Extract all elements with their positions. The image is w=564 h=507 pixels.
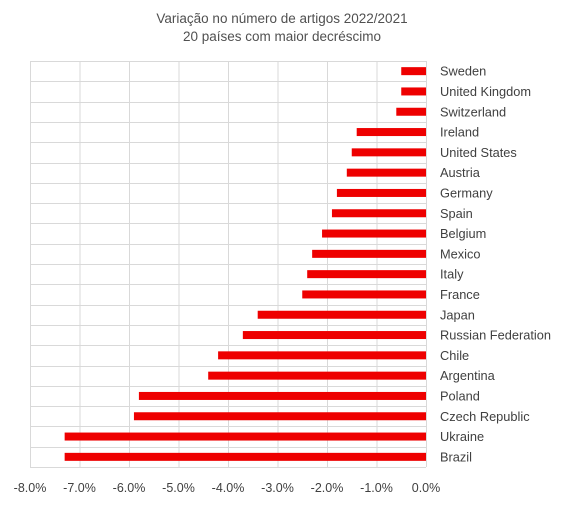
bar-france [302,290,426,299]
bar-argentina [208,371,426,380]
bar-germany [336,188,426,197]
bar-austria [346,168,426,177]
bar-italy [307,270,426,279]
category-label: Ukraine [440,429,484,444]
category-label: Chile [440,348,469,363]
category-label: United Kingdom [440,84,531,99]
bar-brazil [64,452,427,461]
x-tick-label: -5.0% [162,481,195,495]
bar-mexico [312,249,426,258]
category-label: Czech Republic [440,409,530,424]
category-label: Argentina [440,368,496,383]
x-tick-label: -3.0% [261,481,294,495]
bar-ireland [356,128,426,137]
chart-title: Variação no número de artigos 2022/2021 [156,11,408,26]
bar-united-kingdom [401,87,426,96]
bar-czech-republic [133,412,426,421]
bar-poland [138,391,426,400]
category-label: Mexico [440,246,481,261]
bar-spain [331,209,426,218]
x-tick-label: -2.0% [311,481,344,495]
x-tick-label: -1.0% [360,481,393,495]
bar-ukraine [64,432,427,441]
category-label: Russian Federation [440,328,551,343]
bar-russian-federation [242,331,426,340]
x-tick-label: -8.0% [14,481,47,495]
bar-japan [257,310,426,319]
x-tick-label: -4.0% [212,481,245,495]
bar-switzerland [396,107,426,116]
bar-sweden [401,67,426,76]
chart-title-block: Variação no número de artigos 2022/2021 … [0,10,564,46]
bar-chile [218,351,426,360]
category-label: Germany [440,185,493,200]
category-label: Ireland [440,125,479,140]
category-label: Spain [440,206,473,221]
chart-subtitle: 20 países com maior decréscimo [182,29,382,44]
category-label: Brazil [440,449,472,464]
category-label: Sweden [440,64,486,79]
category-label: Japan [440,307,475,322]
x-tick-label: -6.0% [113,481,146,495]
bar-belgium [322,229,426,238]
x-tick-label: 0.0% [412,481,441,495]
category-label: United States [440,145,517,160]
bar-united-states [351,148,426,157]
x-tick-label: -7.0% [63,481,96,495]
category-label: France [440,287,480,302]
category-label: Switzerland [440,104,506,119]
category-label: Austria [440,165,481,180]
category-label: Poland [440,388,480,403]
category-label: Belgium [440,226,486,241]
category-label: Italy [440,267,464,282]
